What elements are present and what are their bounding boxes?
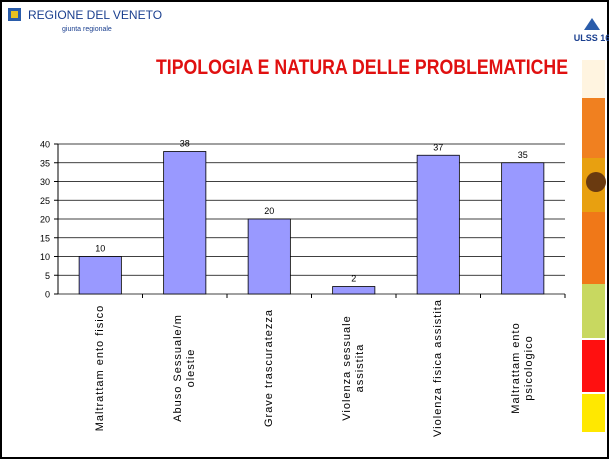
y-tick-label: 15 xyxy=(40,233,50,243)
x-tick-label: Abuso Sessuale/m olestie xyxy=(165,298,205,438)
value-label: 37 xyxy=(433,142,443,152)
strip-block xyxy=(582,212,605,284)
bar xyxy=(417,155,459,294)
chart-title: TIPOLOGIA E NATURA DELLE PROBLEMATICHE xyxy=(156,56,568,79)
y-tick-label: 35 xyxy=(40,158,50,168)
x-tick-label: Maltrattam ento psicologico xyxy=(503,298,543,438)
bar xyxy=(248,219,290,294)
bar xyxy=(333,287,375,295)
value-label: 10 xyxy=(95,244,105,254)
logo-icon xyxy=(584,18,600,30)
bar xyxy=(502,163,544,294)
value-label: 20 xyxy=(264,206,274,216)
strip-block xyxy=(582,340,605,392)
strip-block xyxy=(582,284,605,338)
value-label: 2 xyxy=(351,274,356,284)
region-name: REGIONE DEL VENETO xyxy=(28,8,162,22)
value-label: 38 xyxy=(180,139,190,149)
y-tick-label: 40 xyxy=(40,140,50,150)
y-tick-label: 10 xyxy=(40,252,50,262)
region-emblem-inner xyxy=(11,11,18,18)
x-tick-label: Violenza fisica assistita xyxy=(418,298,458,438)
strip-block xyxy=(582,98,605,158)
region-subtitle: giunta regionale xyxy=(62,26,112,33)
y-tick-label: 0 xyxy=(45,290,50,300)
y-tick-label: 5 xyxy=(45,271,50,281)
x-tick-label: Grave trascuratezza xyxy=(249,298,289,438)
strip-flower xyxy=(586,172,606,192)
bar xyxy=(164,152,206,295)
y-tick-label: 30 xyxy=(40,177,50,187)
strip-block xyxy=(582,394,605,432)
x-tick-label: Maltrattam ento fisico xyxy=(80,298,120,438)
value-label: 35 xyxy=(518,150,528,160)
y-tick-label: 25 xyxy=(40,196,50,206)
y-tick-label: 20 xyxy=(40,215,50,225)
logo-text: ULSS 16 xyxy=(574,33,609,43)
x-tick-label: Violenza sessuale assistita xyxy=(334,298,374,438)
side-strip xyxy=(582,60,606,432)
slide: REGIONE DEL VENETO giunta regionale TIPO… xyxy=(0,0,609,459)
strip-block xyxy=(582,60,605,98)
bar xyxy=(79,257,121,295)
